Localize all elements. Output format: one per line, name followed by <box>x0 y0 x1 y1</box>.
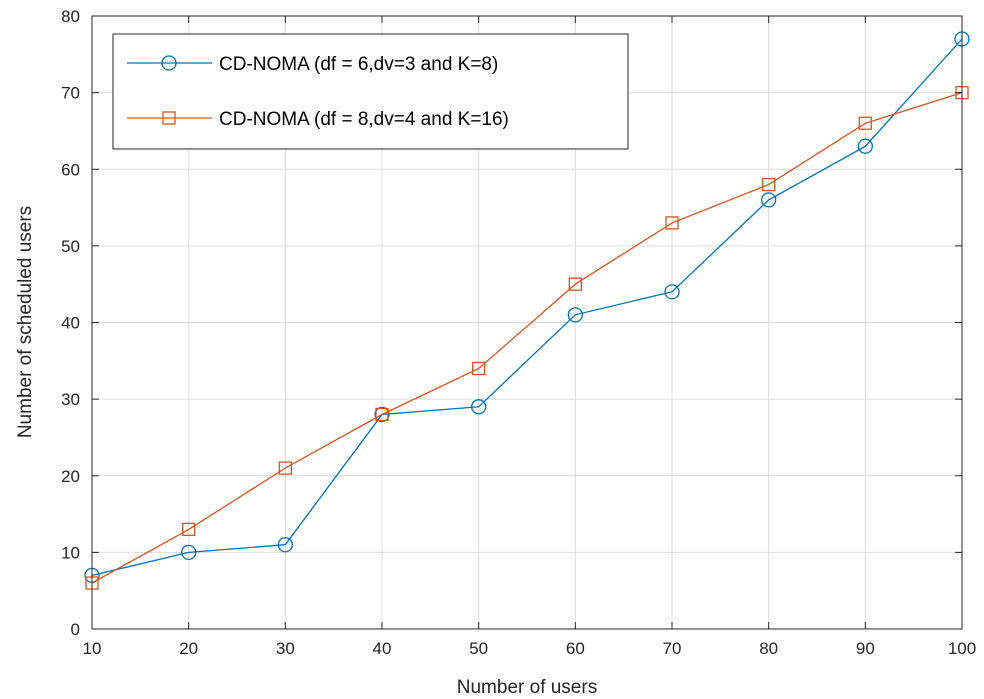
x-tick-label: 70 <box>663 639 682 658</box>
x-tick-label: 60 <box>566 639 585 658</box>
data-point-square <box>762 177 776 192</box>
y-tick-label: 10 <box>61 543 80 562</box>
x-tick-label: 100 <box>948 639 976 658</box>
legend-box <box>112 33 629 150</box>
x-axis-label: Number of users <box>457 677 597 698</box>
x-tick-label: 10 <box>83 639 102 658</box>
data-point-square <box>472 361 486 376</box>
data-point-circle <box>761 192 777 208</box>
y-tick-label: 80 <box>61 7 80 26</box>
x-tick-label: 90 <box>856 639 875 658</box>
data-point-circle <box>277 537 293 553</box>
data-point-circle <box>181 544 197 561</box>
series-line-1 <box>91 38 963 577</box>
data-point-circle <box>471 399 487 415</box>
legend: CD-NOMA (df = 6,dv=3 and K=8) CD-NOMA (df… <box>112 33 629 150</box>
legend-label: CD-NOMA (df = 6,dv=3 and K=8) <box>219 54 498 75</box>
series-layer <box>84 31 970 590</box>
data-point-square <box>278 461 292 475</box>
legend-marker <box>162 111 176 125</box>
x-tick-label: 50 <box>469 639 488 658</box>
y-tick-label: 30 <box>61 390 80 409</box>
legend-marker <box>161 55 177 71</box>
data-point-square <box>858 116 872 130</box>
y-tick-label: 50 <box>61 237 80 256</box>
data-point-circle <box>374 406 390 423</box>
y-tick-label: 70 <box>61 84 80 103</box>
series-1 <box>84 31 970 584</box>
data-point-circle <box>664 284 680 300</box>
y-tick-label: 0 <box>71 620 80 639</box>
legend-entry-2: CD-NOMA (df = 8,dv=4 and K=16) <box>127 109 509 130</box>
y-tick-label: 60 <box>61 160 80 179</box>
x-tick-label: 40 <box>373 639 392 658</box>
data-point-square <box>182 522 196 537</box>
y-axis-label: Number of scheduled users <box>15 206 36 438</box>
x-tick-label: 20 <box>179 639 198 658</box>
data-point-square <box>665 216 679 230</box>
data-point-circle <box>567 307 583 323</box>
y-tick-label: 40 <box>61 314 80 333</box>
y-tick-label: 20 <box>61 467 80 486</box>
x-tick-label: 30 <box>276 639 295 658</box>
data-point-circle <box>857 138 873 154</box>
data-point-square <box>568 277 582 291</box>
legend-label: CD-NOMA (df = 8,dv=4 and K=16) <box>219 109 509 130</box>
x-tick-label: 80 <box>759 639 778 658</box>
series-line-2 <box>91 91 963 584</box>
data-point-square <box>375 407 389 422</box>
grid <box>92 16 962 629</box>
legend-entry-1: CD-NOMA (df = 6,dv=3 and K=8) <box>127 54 498 75</box>
